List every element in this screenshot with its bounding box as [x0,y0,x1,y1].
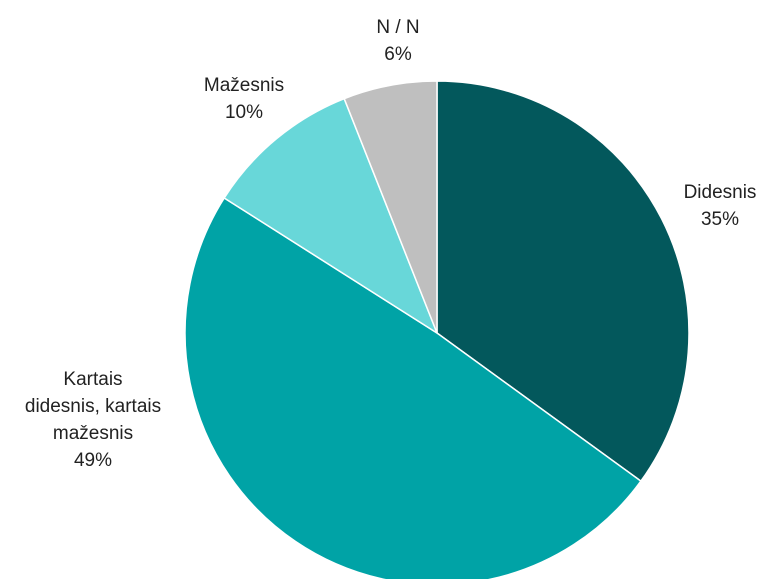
slice-name-line: didesnis, kartais [25,396,161,417]
slice-label-didesnis: Didesnis 35% [684,182,757,230]
slice-name-line: N / N [376,17,419,38]
pie-slices [184,80,690,579]
slice-label-mazesnis: Mažesnis 10% [204,75,284,123]
slice-name-line: Didesnis [684,182,757,203]
slice-name-line: Kartais [63,369,122,390]
pie-slice-mazesnis [223,97,439,335]
slice-percent-didesnis: 35% [701,209,739,230]
pie-labels: Didesnis 35% Kartais didesnis, kartais mažes… [25,17,757,471]
slice-percent-mazesnis: 10% [225,102,263,123]
slice-label-n-n: N / N 6% [376,17,419,65]
pie-slice-kartais-didesnis-kartais-mazesnis [184,196,642,579]
pie-slice-didesnis [436,80,690,483]
slice-percent-n-n: 6% [384,44,412,65]
slice-name-line: Mažesnis [204,75,284,96]
slice-percent-kartais-didesnis-kartais-mazesnis: 49% [74,450,112,471]
slice-label-kartais-didesnis-kartais-mazesnis: Kartais didesnis, kartais mažesnis 49% [25,369,161,471]
pie-slice-n-n [343,80,438,334]
slice-name-line: mažesnis [53,423,133,444]
